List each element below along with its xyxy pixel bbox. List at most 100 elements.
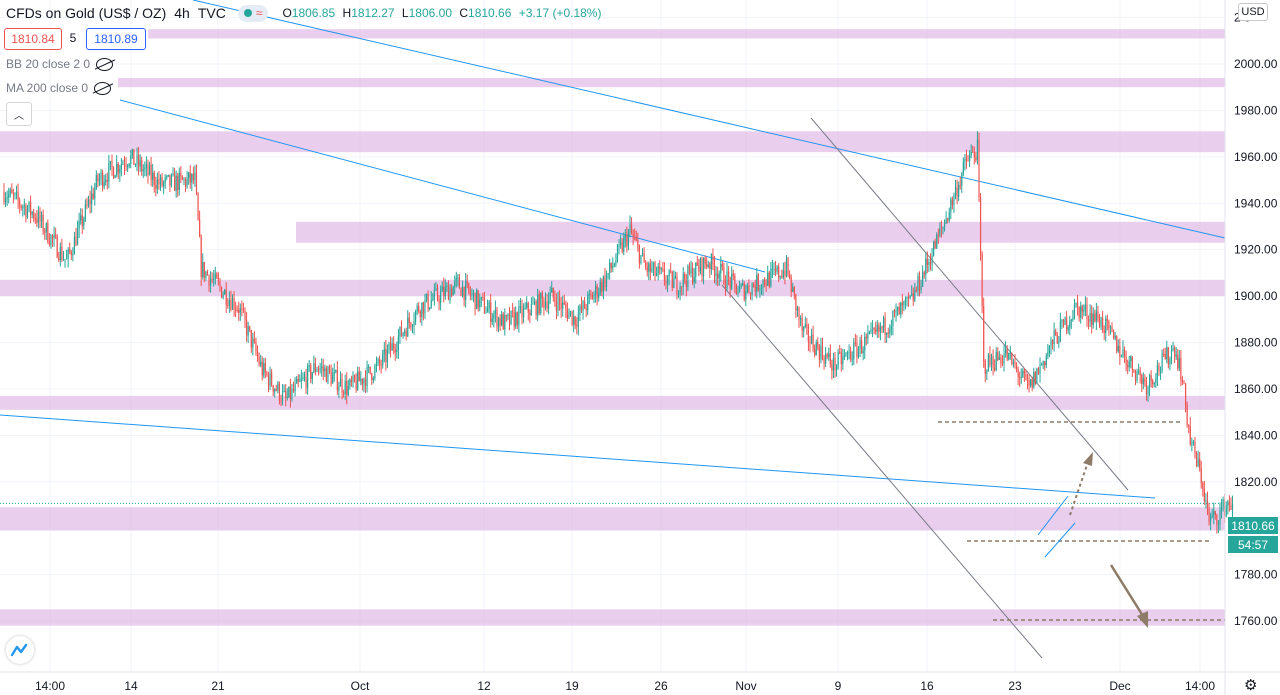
candle-body — [177, 176, 179, 191]
candle-body — [676, 276, 678, 295]
candle-body — [249, 326, 251, 331]
market-status-pill[interactable]: ≈ — [237, 4, 269, 22]
candle-body — [1025, 373, 1027, 380]
candle-body — [477, 290, 479, 308]
candle-body — [67, 248, 69, 259]
candle-body — [792, 286, 794, 292]
candle-body — [1145, 382, 1148, 395]
candle-body — [303, 376, 306, 378]
candle-body — [344, 380, 346, 395]
candle-body — [673, 278, 675, 288]
candle-body — [109, 161, 112, 164]
price-axis[interactable]: 1760.001780.001800.001820.001840.001860.… — [1234, 11, 1278, 628]
candle-body — [163, 182, 165, 186]
candle-body — [1059, 321, 1061, 342]
price-tick-label: 1860.00 — [1234, 382, 1278, 396]
candle-body — [457, 277, 459, 279]
candle-body — [188, 172, 190, 179]
candle-body — [44, 231, 46, 233]
candle-body — [463, 286, 465, 301]
candle-body — [907, 296, 910, 299]
candle-body — [771, 268, 774, 270]
candle-body — [1047, 352, 1049, 356]
interval-label[interactable]: 4h — [174, 5, 190, 21]
candle-body — [397, 336, 399, 351]
candle-body — [1142, 378, 1144, 385]
settings-gear-icon[interactable]: ⚙ — [1244, 677, 1258, 694]
candle-body — [42, 214, 44, 232]
tradingview-logo[interactable] — [6, 636, 34, 664]
price-zone — [0, 507, 1225, 531]
candle-body — [278, 383, 281, 401]
candle-body — [1120, 356, 1123, 358]
candle-body — [468, 283, 470, 292]
candle-body — [50, 235, 52, 245]
candle-body — [666, 277, 669, 284]
candle-body — [1136, 371, 1138, 381]
price-tick-label: 1900.00 — [1234, 289, 1278, 303]
candle-body — [148, 165, 151, 175]
candle-body — [784, 270, 786, 277]
collapse-legend-button[interactable]: ︿ — [6, 102, 32, 126]
candle-body — [1155, 378, 1157, 383]
candle-body — [1069, 321, 1071, 328]
candle-body — [903, 301, 905, 306]
candle-body — [687, 266, 689, 287]
candle-body — [413, 321, 415, 327]
channel-line — [810, 117, 1129, 491]
sell-price-button[interactable]: 1810.84 — [4, 28, 62, 50]
candle-body — [884, 317, 886, 335]
candle-body — [842, 356, 844, 364]
buy-price-button[interactable]: 1810.89 — [86, 28, 146, 50]
candle-body — [206, 271, 209, 276]
candle-body — [1039, 364, 1041, 374]
candle-body — [732, 273, 734, 276]
price-tick-label: 1760.00 — [1234, 614, 1278, 628]
candle-body — [1159, 370, 1162, 372]
candle-body — [900, 303, 902, 315]
indicator-ma[interactable]: MA 200 close 0 — [6, 81, 112, 95]
symbol-name[interactable]: CFDs on Gold (US$ / OZ) — [6, 5, 167, 21]
hidden-eye-icon[interactable] — [96, 57, 114, 71]
candle-body — [967, 160, 969, 162]
candle-body — [22, 207, 24, 209]
candle-body — [285, 390, 287, 398]
candle-body — [532, 303, 534, 305]
time-axis[interactable]: 14:00 14 21 Oct 12 19 26 Nov 9 16 23 Dec 14:00 — [35, 679, 1215, 693]
candle-body — [1011, 352, 1013, 364]
candle-body — [242, 309, 245, 311]
candle-body — [1191, 443, 1193, 445]
candle-body — [1174, 347, 1176, 357]
candle-body — [1197, 458, 1199, 466]
candle-body — [1214, 511, 1216, 515]
trendline — [119, 99, 766, 273]
price-tick-label: 1840.00 — [1234, 428, 1278, 442]
candle-body — [393, 343, 395, 350]
candle-body — [424, 300, 426, 314]
candle-body — [216, 273, 218, 279]
indicator-bb[interactable]: BB 20 close 2 0 — [6, 57, 114, 71]
candle-body — [347, 386, 349, 395]
candle-body — [224, 289, 226, 295]
candle-body — [269, 372, 271, 387]
candle-body — [238, 309, 240, 313]
candle-body — [610, 262, 612, 269]
candle-body — [458, 277, 461, 289]
hidden-eye-icon[interactable] — [94, 81, 112, 95]
currency-button[interactable]: USD — [1238, 3, 1268, 21]
candle-body — [386, 349, 389, 362]
candle-body — [158, 179, 160, 185]
candle-body — [834, 357, 836, 371]
candle-body — [1091, 313, 1093, 325]
candle-body — [452, 286, 454, 296]
candle-body — [1163, 353, 1165, 355]
candle-body — [715, 273, 717, 277]
candle-body — [277, 383, 279, 391]
candle-body — [117, 163, 119, 173]
candle-body — [529, 312, 531, 315]
candle-body — [103, 181, 105, 187]
candle-body — [164, 177, 166, 183]
candle-body — [707, 264, 709, 267]
ohlc-values: O1806.85 H1812.27 L1806.00 C1810.66 +3.1… — [282, 6, 601, 20]
